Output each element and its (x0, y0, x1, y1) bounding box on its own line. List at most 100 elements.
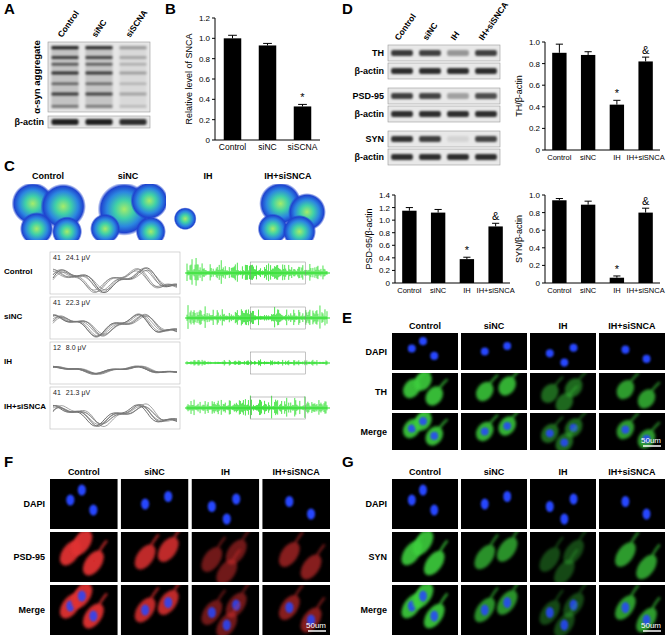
noise (245, 310, 246, 324)
cell-body (153, 586, 182, 618)
unit: μV (81, 299, 90, 307)
process (423, 532, 436, 543)
stain (409, 585, 438, 612)
micrograph (192, 532, 260, 582)
noise (298, 310, 299, 325)
band-line (119, 71, 146, 74)
y-axis-title: SYN/β-actin (514, 215, 524, 263)
band-line (119, 46, 146, 49)
noise (256, 362, 257, 363)
blot-row (388, 131, 500, 147)
bars (552, 44, 653, 150)
row-label: α-syn aggregate (31, 40, 42, 113)
y-tick-label: 0 (386, 279, 391, 288)
y-tick-label: 1.0 (199, 34, 211, 43)
y-axis (545, 42, 546, 150)
waveforms (53, 404, 177, 427)
noise (268, 402, 269, 412)
noise (242, 403, 243, 413)
raw-trace-bg (185, 297, 330, 339)
error-cap (556, 198, 563, 199)
cell-body (130, 594, 159, 626)
noise (313, 271, 314, 275)
process (550, 377, 563, 394)
noise (300, 271, 301, 275)
noise (211, 406, 212, 410)
band (419, 136, 441, 142)
noise (278, 268, 279, 277)
band (391, 68, 413, 74)
bar-chart: 00.20.40.60.81.01.2ControlsiNCsiSCNARela… (184, 14, 320, 152)
stain (495, 413, 521, 439)
stain (130, 535, 159, 574)
x-tick-label: Control (219, 142, 247, 152)
noise (218, 362, 219, 364)
heatmap (90, 184, 166, 240)
bands (51, 45, 146, 109)
noise (207, 362, 208, 364)
noise (252, 362, 253, 364)
y-tick-label: 0.6 (529, 226, 541, 235)
process (550, 537, 563, 560)
noise (294, 398, 295, 416)
error-bar (263, 43, 272, 45)
band (475, 136, 497, 142)
noise (291, 406, 292, 410)
error-cap (642, 57, 649, 58)
band-line (119, 119, 146, 125)
panel-letter: C (4, 157, 15, 174)
noise (252, 406, 253, 409)
noise (312, 404, 313, 411)
noise (326, 405, 327, 410)
nucleus (546, 501, 554, 512)
micrograph (50, 532, 118, 582)
smear (51, 45, 78, 109)
stain (552, 426, 578, 450)
noise (260, 316, 261, 320)
noise (299, 401, 300, 414)
stain (632, 545, 661, 583)
noise (278, 310, 279, 325)
error-bar (642, 208, 649, 212)
noise (258, 404, 259, 412)
noise (265, 316, 266, 319)
y-tick (542, 85, 545, 86)
band-line (119, 105, 146, 108)
noise (266, 405, 267, 411)
waveform (53, 269, 177, 292)
scale-bar-label: 50um (641, 436, 661, 445)
noise (246, 265, 247, 280)
noise (320, 362, 321, 363)
noise (276, 265, 277, 279)
error-cap (406, 207, 413, 208)
micrograph-bg (392, 585, 458, 635)
noise (311, 361, 312, 365)
error-cap (556, 44, 563, 45)
noise (244, 361, 245, 365)
noise (252, 311, 253, 324)
micrograph (392, 413, 458, 450)
micrograph (392, 479, 458, 529)
noise (272, 360, 273, 365)
noise (232, 362, 233, 363)
noise (310, 406, 311, 409)
stain (611, 532, 640, 571)
noise (318, 400, 319, 415)
y-tick-label: 0.8 (379, 229, 391, 238)
nucleus (560, 359, 568, 367)
error-bar (642, 57, 649, 61)
noise (240, 270, 241, 275)
annotation: * (615, 87, 620, 99)
noise (296, 316, 297, 320)
noise (294, 269, 295, 276)
noise (313, 404, 314, 412)
stain (613, 413, 639, 443)
row-label: siNC (4, 312, 22, 321)
noise (289, 269, 290, 276)
noise (257, 362, 258, 363)
lane-label: siSCNA (123, 8, 149, 39)
raw-trace-bg (185, 252, 330, 294)
x-tick-label: siSCNA (288, 142, 318, 152)
nucleus (560, 439, 568, 447)
row-label: Merge (360, 427, 387, 437)
